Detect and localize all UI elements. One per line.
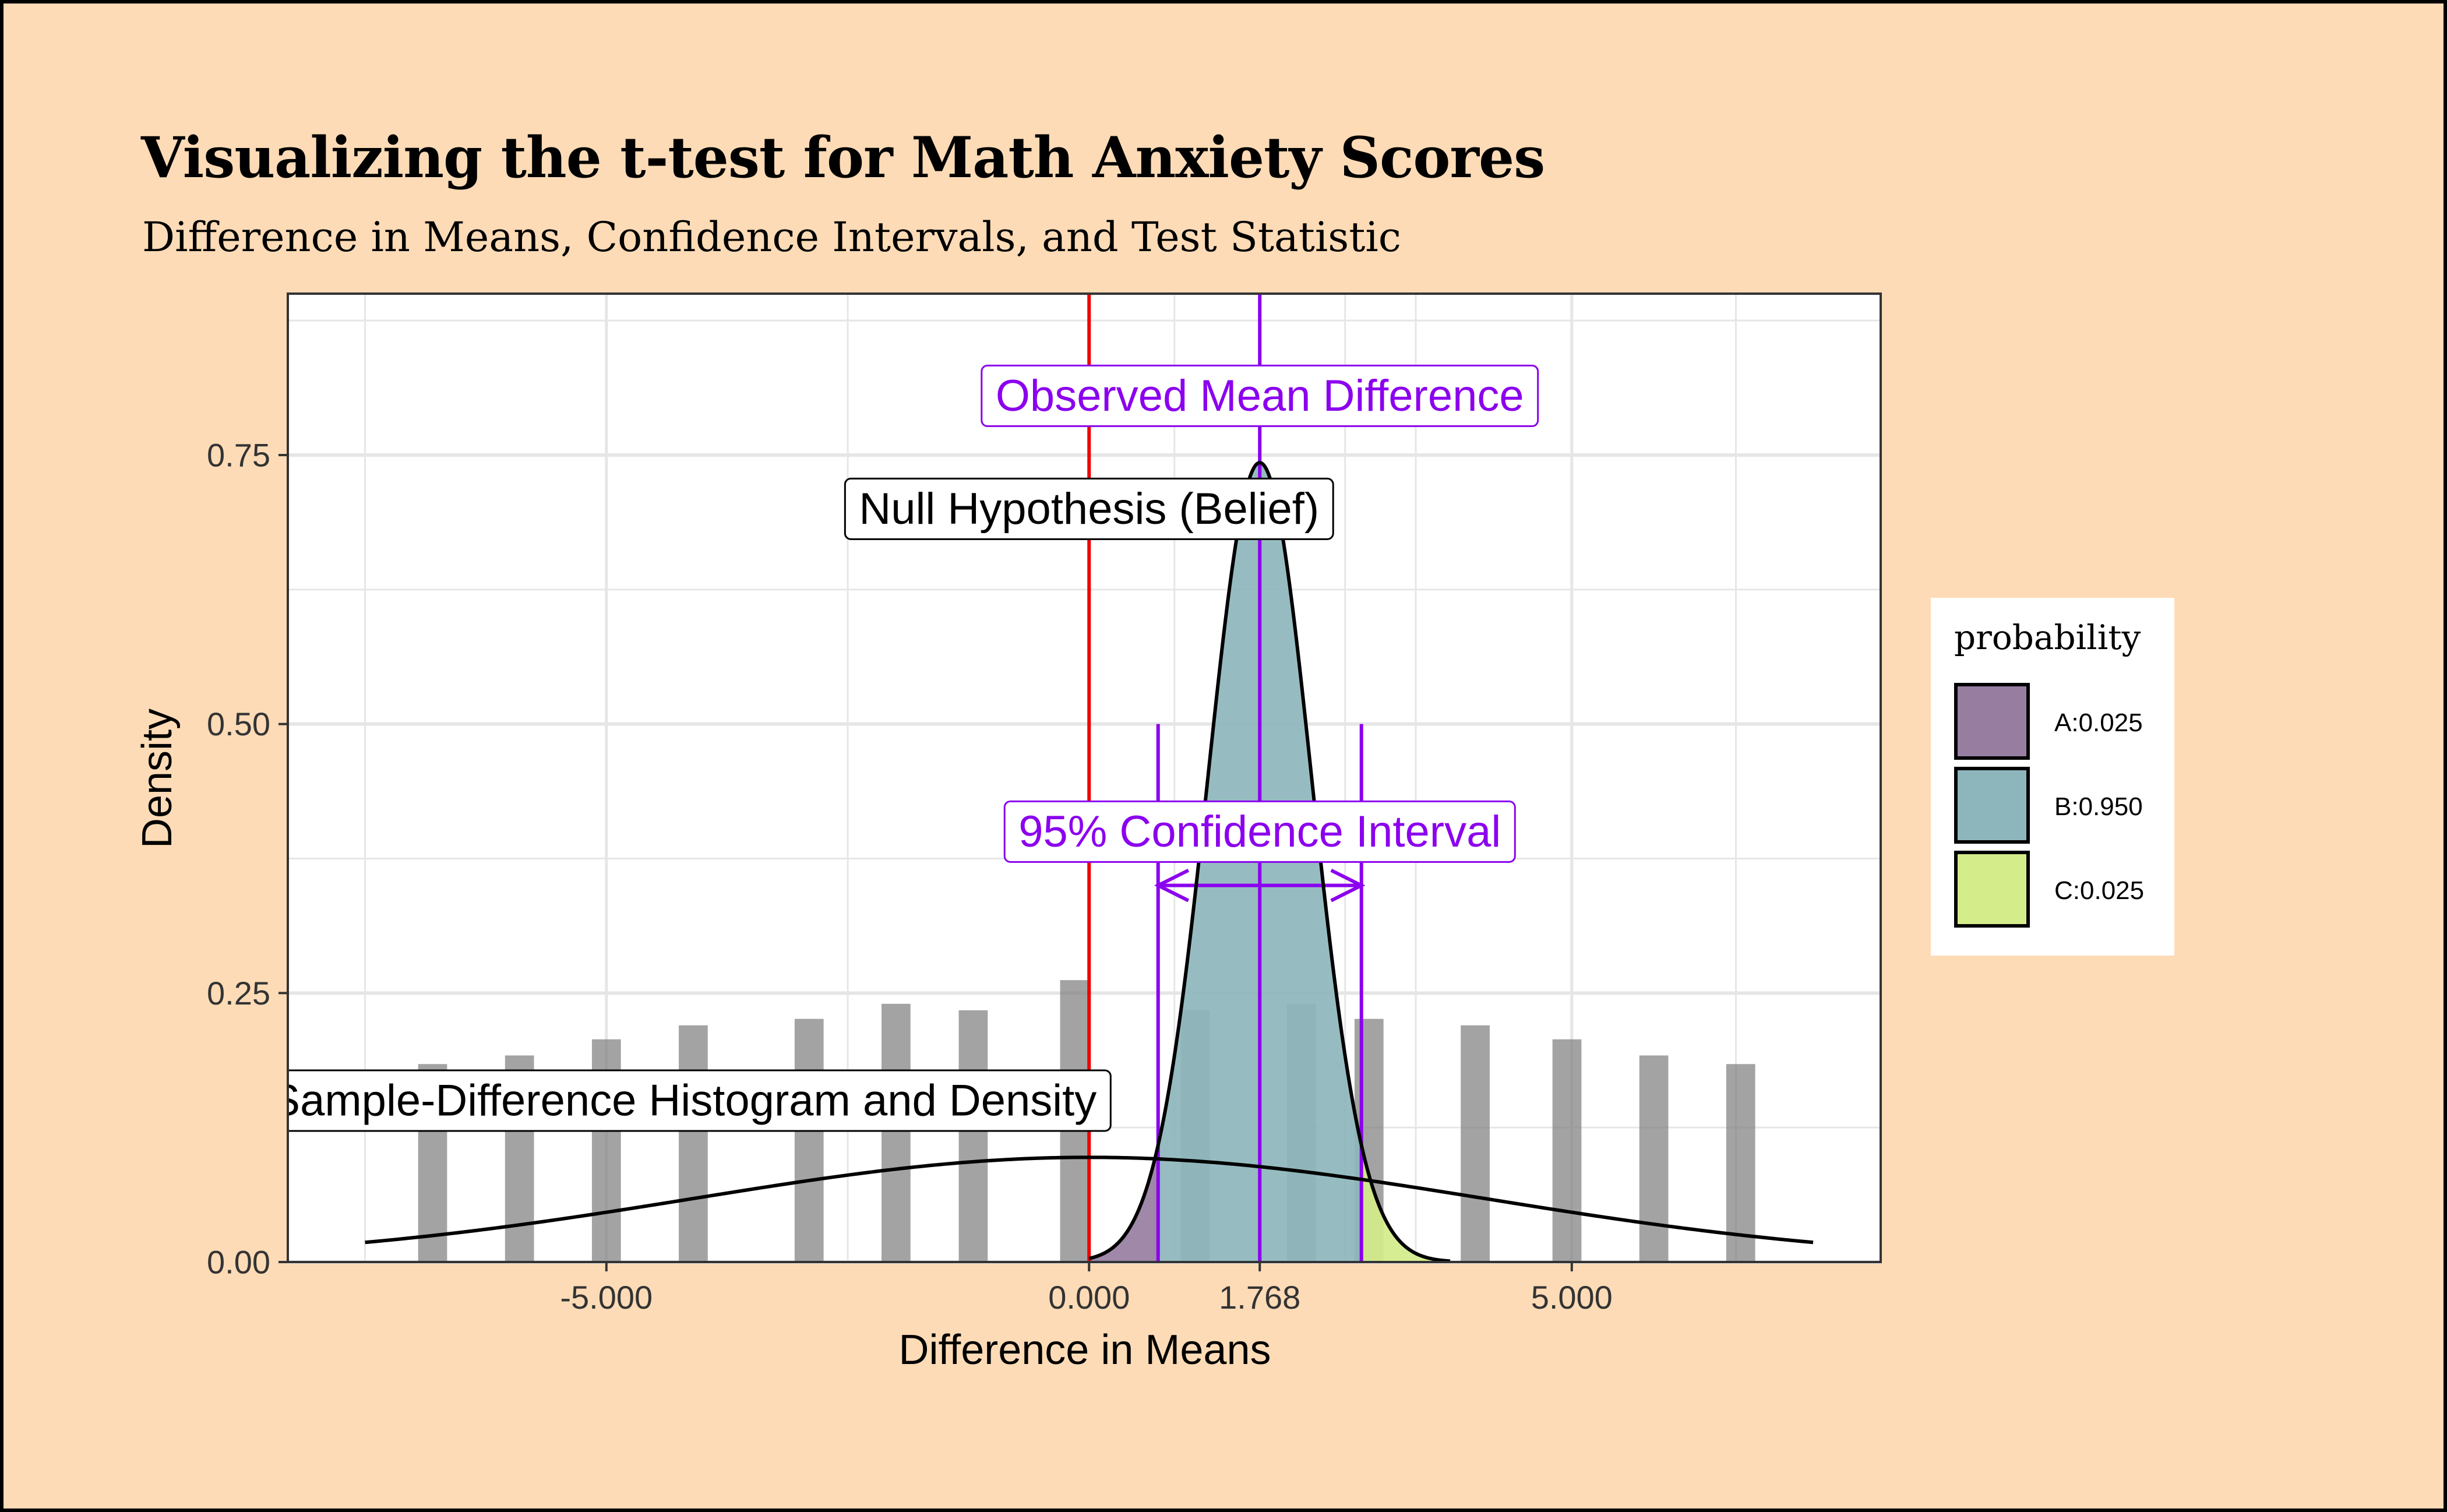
- legend-swatch-b: [1954, 767, 2030, 844]
- legend-label-c: C:0.025: [2054, 876, 2145, 905]
- histogram-bar: [679, 1025, 708, 1262]
- chart-title: Visualizing the t-test for Math Anxiety …: [141, 125, 1545, 191]
- chart-plot: Observed Mean Difference Null Hypothesis …: [134, 292, 1882, 1373]
- histogram-bar: [1639, 1055, 1669, 1262]
- histogram-bar: [882, 1003, 911, 1262]
- label-null-hypothesis: Null Hypothesis (Belief): [844, 477, 1334, 540]
- label-null-hypothesis-text: Null Hypothesis (Belief): [859, 484, 1319, 534]
- legend-label-b: B:0.950: [2054, 792, 2143, 821]
- legend-swatch-a: [1954, 683, 2030, 760]
- null-density-curve: [1088, 461, 1451, 1263]
- y-tick-label: 0.25: [207, 975, 270, 1011]
- histogram-bar: [1552, 1039, 1582, 1262]
- legend: probability A:0.025 B:0.950 C:0.025: [1931, 598, 2174, 956]
- label-null-hypothesis-box: [844, 477, 1334, 540]
- y-tick-label: 0.50: [207, 706, 270, 742]
- legend-label-a: A:0.025: [2054, 709, 2143, 737]
- histogram-bar: [794, 1018, 824, 1262]
- legend-swatch-c: [1954, 851, 2030, 928]
- legend-item-a: A:0.025: [1954, 683, 2164, 764]
- y-tick-label: 0.00: [207, 1244, 270, 1281]
- null-distribution-area-a: [1089, 1145, 1158, 1262]
- label-observed-mean-difference-text: Observed Mean Difference: [996, 371, 1524, 421]
- density-curves: [365, 461, 1814, 1263]
- ci-arrow-head-right: [1330, 868, 1366, 903]
- histogram-bar: [958, 1010, 988, 1262]
- label-histogram-density: Sample-Difference Histogram and Density: [270, 1069, 1112, 1132]
- label-confidence-interval-box: [1003, 800, 1516, 863]
- annotation-labels: Observed Mean Difference Null Hypothesis …: [270, 364, 1539, 1132]
- chart-subtitle: Difference in Means, Confidence Interval…: [142, 213, 1401, 261]
- x-tick-label: 5.000: [1531, 1279, 1613, 1316]
- x-tick-label: -5.000: [560, 1279, 653, 1316]
- label-histogram-density-text: Sample-Difference Histogram and Density: [270, 1076, 1096, 1126]
- x-tick-label: 0.000: [1048, 1279, 1130, 1316]
- ci-arrow-head-left: [1154, 868, 1190, 903]
- label-observed-mean-difference-box: [981, 364, 1539, 427]
- y-tick-label: 0.75: [207, 437, 270, 474]
- x-axis-title: Difference in Means: [899, 1327, 1271, 1373]
- label-histogram-density-box: [288, 1069, 1112, 1132]
- label-confidence-interval: 95% Confidence Interval: [1003, 800, 1516, 863]
- sample-density-curve: [365, 1155, 1814, 1245]
- y-axis-title: Density: [134, 709, 181, 848]
- axes: -5.000 0.000 1.768 5.000 0.00 0.25 0.50 0.75: [207, 437, 1613, 1316]
- legend-item-c: C:0.025: [1954, 851, 2164, 932]
- histogram-bar: [1461, 1025, 1490, 1262]
- histogram-bar: [1726, 1064, 1755, 1262]
- plot-border-rect: [287, 292, 1882, 1263]
- label-observed-mean-difference: Observed Mean Difference: [981, 364, 1539, 427]
- null-distribution-area-c: [1361, 1145, 1450, 1262]
- x-tick-label: 1.768: [1219, 1279, 1300, 1316]
- legend-item-b: B:0.950: [1954, 767, 2164, 848]
- label-confidence-interval-text: 95% Confidence Interval: [1018, 807, 1501, 857]
- legend-title: probability: [1954, 618, 2141, 657]
- plot-border: [287, 292, 1882, 1263]
